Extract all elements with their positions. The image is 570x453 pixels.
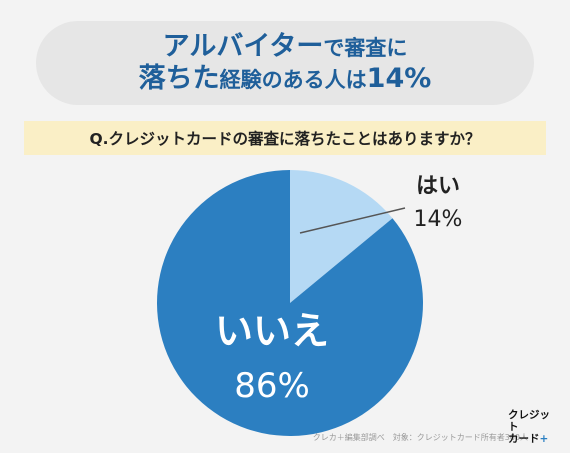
yes-leader-line (299, 207, 406, 234)
yes-label: はい (416, 174, 460, 199)
no-label: いいえ (215, 309, 329, 353)
title-line1-main: アルバイター (162, 30, 324, 62)
title-line2-main: 落ちた (138, 63, 220, 94)
source-note: クレカ＋編集部調べ 対象：クレジットカード所有者360人 (312, 433, 528, 442)
title-banner: アルバイターで審査に 落ちた経験のある人は14% (36, 21, 534, 105)
logo-line2: カード (508, 433, 540, 445)
question-bar: Q.クレジットカードの審査に落ちたことはありますか？ (24, 121, 546, 155)
logo-line1: クレジット (508, 409, 550, 433)
question-text: Q.クレジットカードの審査に落ちたことはありますか？ (89, 130, 481, 148)
brand-logo: クレジット カード+ (508, 409, 560, 445)
pie-slice-no (157, 170, 423, 436)
title-line2-pct: 14% (366, 63, 432, 94)
title-line-2: 落ちた経験のある人は14% (139, 63, 432, 95)
pie-slice-yes (290, 170, 393, 303)
title-line1-small: で審査に (323, 35, 408, 60)
no-value-label: 86% (234, 366, 310, 406)
title-line2-small: 経験のある人は (219, 68, 367, 92)
title-line-1: アルバイターで審査に (163, 31, 408, 63)
yes-value-label: 14% (414, 207, 463, 232)
logo-plus: + (539, 433, 549, 445)
